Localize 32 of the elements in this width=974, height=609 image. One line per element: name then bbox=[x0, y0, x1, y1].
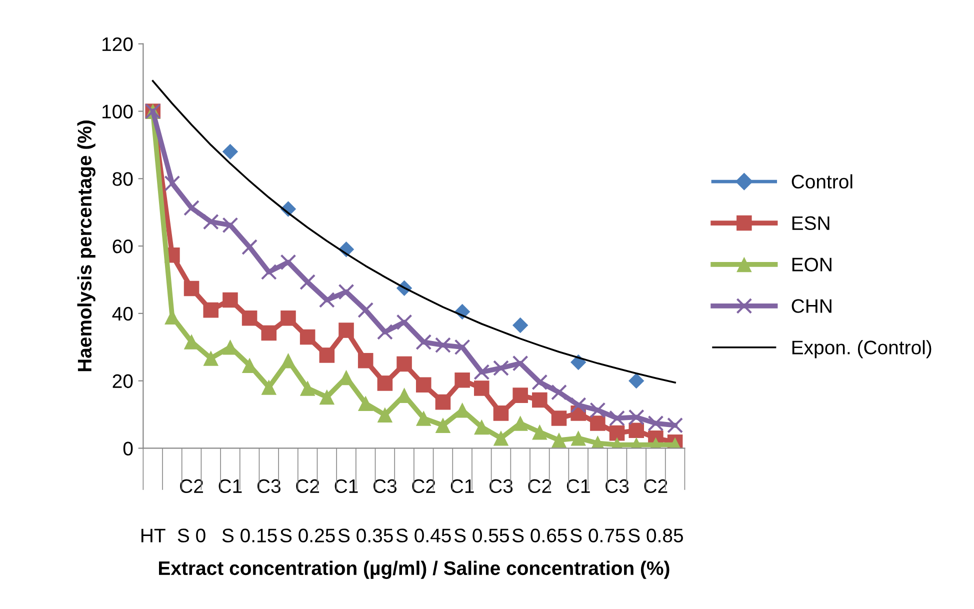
text: S 0.85 bbox=[628, 528, 684, 542]
y-tick-label: 80 bbox=[112, 172, 133, 186]
text: S 0.45 bbox=[396, 528, 451, 542]
text: S 0 bbox=[178, 528, 206, 542]
y-axis-title: Haemolysis percentage (%) bbox=[77, 120, 96, 372]
y-tick-label: 20 bbox=[112, 374, 133, 388]
x-tick-label: C1 bbox=[334, 479, 358, 494]
y-tick-label: 60 bbox=[112, 240, 133, 254]
text: S 0.75 bbox=[570, 528, 625, 542]
text: S 0.65 bbox=[512, 528, 567, 542]
x-tick-label: C2 bbox=[412, 479, 436, 494]
y-tick-label: 120 bbox=[102, 37, 133, 52]
legend-label: EON bbox=[792, 258, 832, 272]
text: HT bbox=[141, 528, 166, 542]
x-tick-label: C2 bbox=[644, 479, 668, 494]
x-tick-label: C2 bbox=[528, 479, 552, 494]
x-tick-label: C1 bbox=[566, 479, 590, 494]
legend-label: ESN bbox=[792, 216, 830, 230]
legend-label: Control bbox=[792, 174, 852, 189]
y-tick-label: 100 bbox=[102, 104, 133, 118]
x-tick-label: C3 bbox=[257, 479, 280, 494]
text: S 0.25 bbox=[280, 528, 335, 542]
text: S 0.55 bbox=[454, 528, 509, 542]
y-tick-label: 40 bbox=[112, 306, 133, 321]
text: S 0.35 bbox=[338, 528, 393, 542]
legend-label: Expon. (Control) bbox=[792, 340, 932, 358]
x-axis-title: Extract concentration (µg/ml) / Saline concentration (%) bbox=[159, 560, 670, 580]
x-tick-label: C1 bbox=[218, 479, 242, 494]
legend-label: CHN bbox=[792, 299, 832, 313]
text: S 0.15 bbox=[222, 528, 277, 542]
y-tick-label: 0 bbox=[123, 442, 133, 456]
x-tick-label: C1 bbox=[450, 479, 474, 494]
